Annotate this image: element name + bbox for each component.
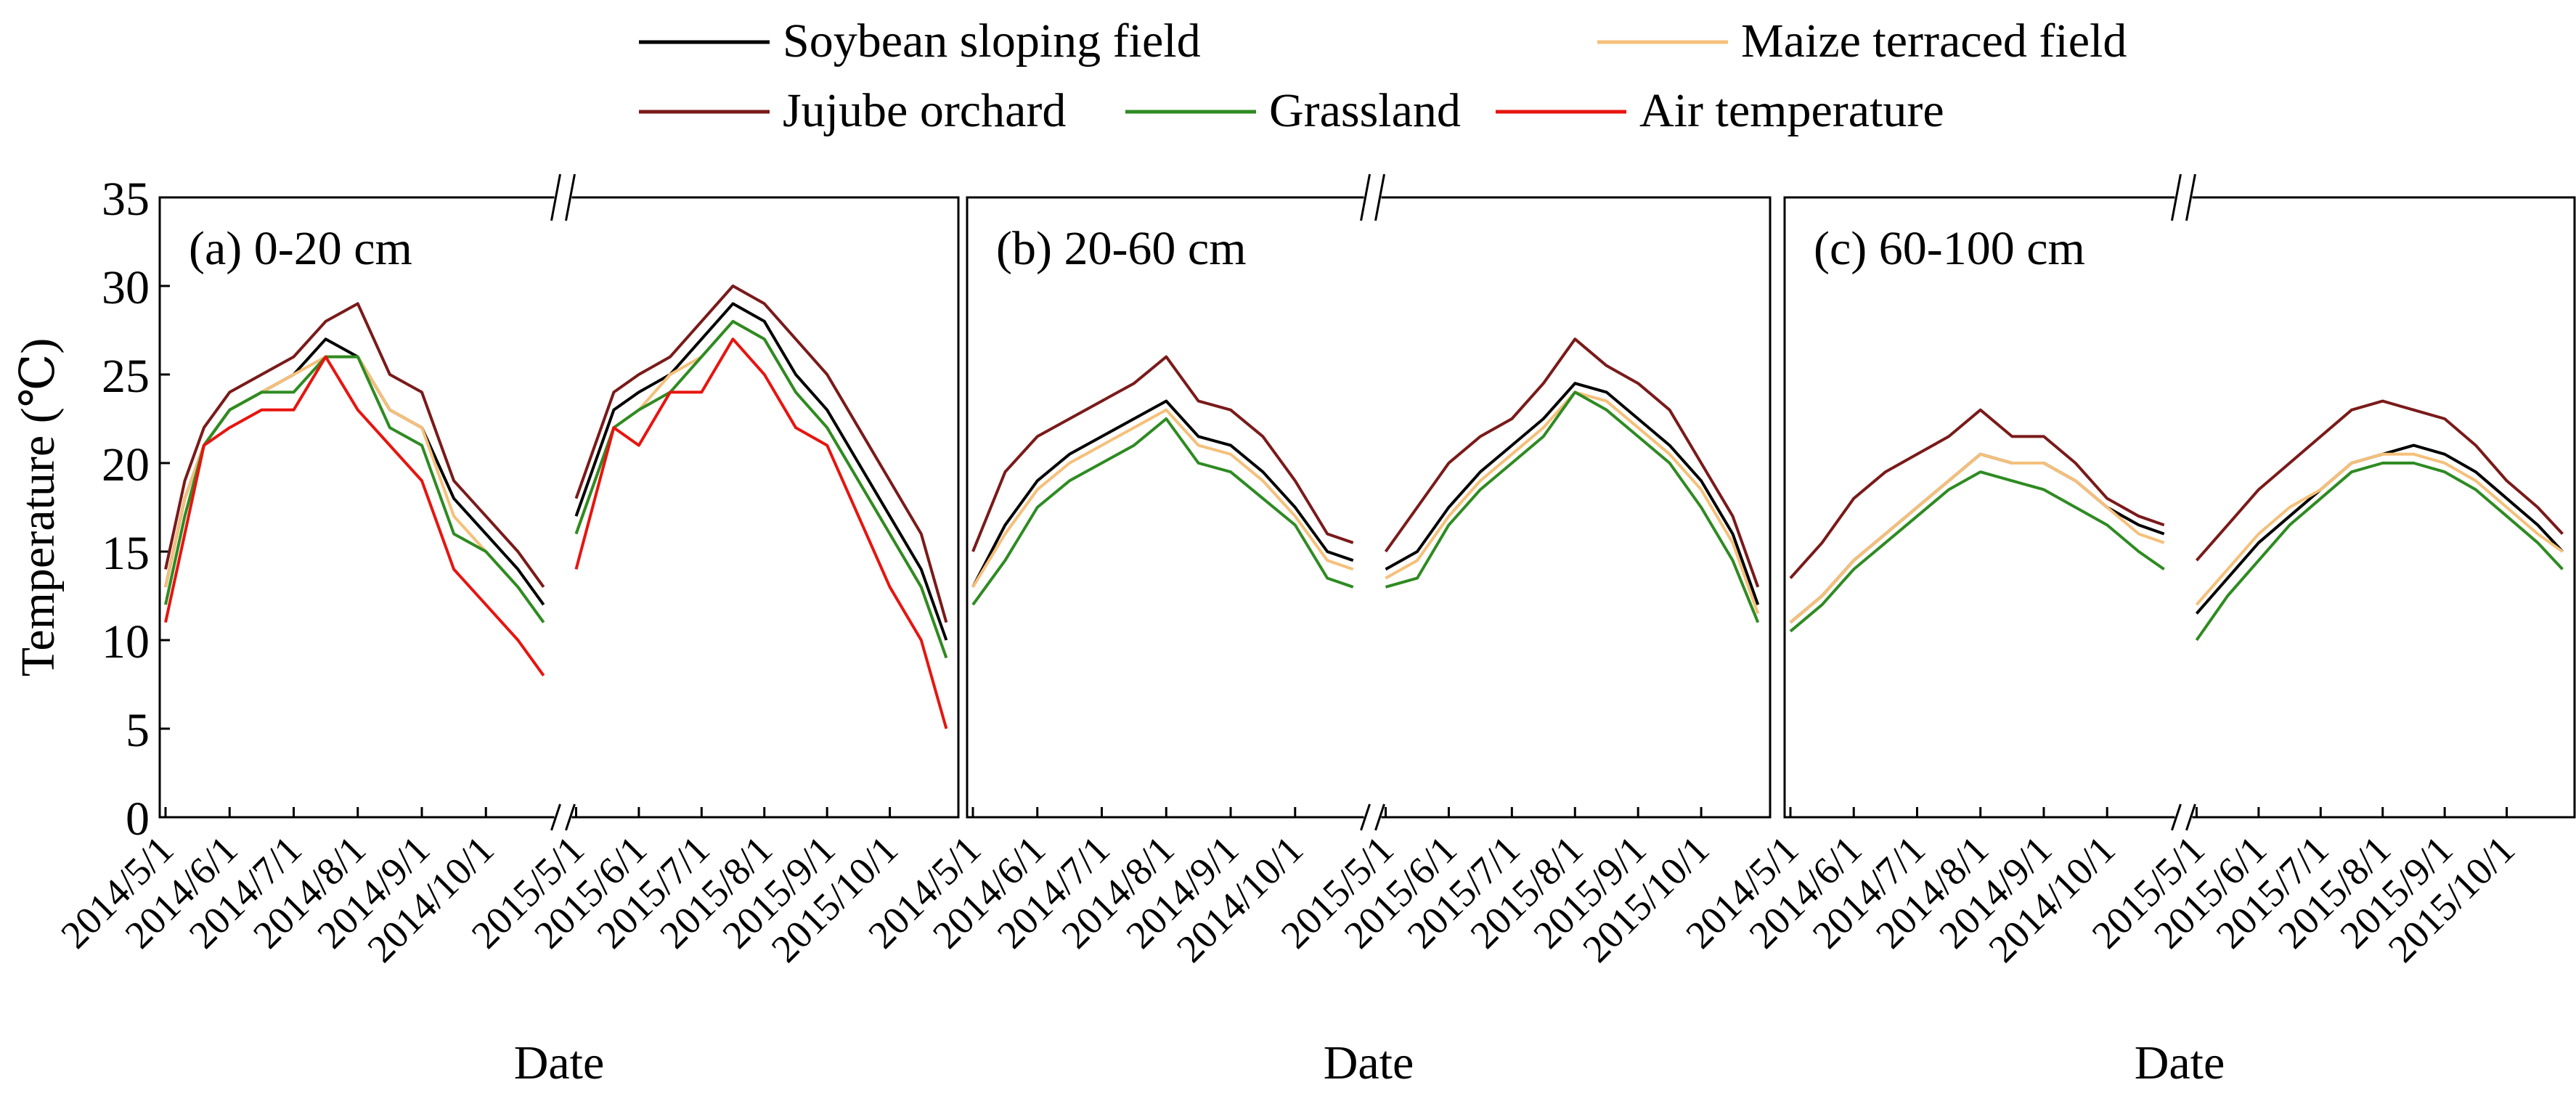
axis-frame [966, 196, 1772, 819]
legend-item-maize-terraced-field: Maize terraced field [1597, 15, 2127, 67]
axis-break-slash [2170, 173, 2182, 221]
legend-label: Air temperature [1639, 84, 1944, 137]
axis-break-bottom [2171, 803, 2196, 831]
series-soybean-sloping-field [164, 302, 948, 641]
axis-break-gap [1364, 813, 1382, 822]
y-tick-label: 20 [102, 438, 150, 491]
x-axis-label: Date [514, 1036, 605, 1089]
axis-break-top [2170, 173, 2196, 221]
axis-break-gap [2174, 193, 2193, 202]
legend-item-soybean-sloping-field: Soybean sloping field [639, 15, 1201, 67]
axis-break-gap [554, 193, 572, 202]
x-axis-label: Date [2135, 1036, 2225, 1089]
axis-frame [158, 196, 960, 819]
series-line-2014 [971, 399, 1354, 588]
axis-break-slash [2185, 803, 2196, 831]
y-axis-label: Temperature (℃) [12, 338, 65, 677]
series-line-2015 [574, 319, 948, 659]
series-line-2014 [971, 417, 1354, 606]
axis-break-slash [2185, 173, 2196, 221]
series-line-2015 [574, 302, 948, 641]
series-line-2015 [2195, 462, 2564, 642]
y-tick-label: 30 [102, 261, 150, 314]
series-line-2015 [2195, 452, 2564, 606]
series-line-2014 [1789, 452, 2165, 624]
x-axis-label: Date [1324, 1036, 1414, 1089]
y-tick-label: 25 [102, 350, 150, 403]
series-line-2014 [164, 337, 545, 606]
panel-title: (c) 60-100 cm [1814, 222, 2085, 275]
axis-break-top [1360, 173, 1386, 221]
series-line-2015 [1384, 337, 1760, 588]
axis-break-slash [1374, 803, 1385, 831]
series-maize-terraced-field [971, 390, 1760, 615]
series-line-2014 [164, 355, 545, 623]
panel-b-20-60-cm: 2014/5/12014/6/12014/7/12014/8/12014/9/1… [860, 173, 1772, 1089]
panel-title: (a) 0-20 cm [189, 222, 412, 275]
series-grassland [1789, 462, 2564, 642]
series-grassland [971, 390, 1760, 623]
series-line-2014 [971, 355, 1354, 552]
axis-break-slash [1374, 173, 1386, 221]
y-tick-label: 0 [126, 793, 150, 846]
series-line-2014 [164, 355, 545, 676]
axis-break-slash [1360, 803, 1371, 831]
legend-label: Soybean sloping field [783, 15, 1201, 67]
y-tick-label: 35 [102, 173, 150, 226]
axis-break-slash [565, 803, 576, 831]
series-line-2014 [971, 408, 1354, 588]
legend-label: Jujube orchard [783, 84, 1066, 137]
series-soybean-sloping-field [971, 382, 1760, 605]
axis-break-slash [1360, 173, 1371, 221]
legend-item-air-temperature: Air temperature [1496, 84, 1944, 137]
series-line-2015 [1385, 382, 1760, 605]
axis-break-slash [550, 803, 561, 831]
series-jujube-orchard [1789, 399, 2564, 579]
axis-frame [1783, 196, 2576, 819]
series-maize-terraced-field [1789, 452, 2564, 624]
series-line-2015 [2195, 443, 2564, 615]
axis-break-slash [565, 173, 576, 221]
axis-break-gap [554, 813, 572, 822]
series-grassland [164, 319, 948, 659]
axis-break-gap [1364, 193, 1382, 202]
y-tick-label: 15 [102, 527, 150, 580]
legend-label: Maize terraced field [1741, 15, 2127, 67]
axis-break-bottom [1360, 803, 1385, 831]
axis-break-gap [2174, 813, 2193, 822]
series-line-2015 [1385, 390, 1760, 623]
y-tick-label: 5 [126, 704, 150, 757]
series-line-2015 [1385, 390, 1760, 615]
axis-break-slash [2171, 803, 2182, 831]
series-jujube-orchard [164, 285, 948, 623]
y-tick-label: 10 [102, 615, 150, 668]
series-jujube-orchard [971, 337, 1760, 588]
legend-label: Grassland [1269, 84, 1461, 137]
legend-item-grassland: Grassland [1125, 84, 1461, 137]
axis-break-slash [550, 173, 561, 221]
legend: Soybean sloping field Maize terraced fiel… [639, 15, 2127, 137]
series-air-temperature [164, 337, 948, 729]
axis-break-bottom [550, 803, 576, 831]
legend-item-jujube-orchard: Jujube orchard [639, 84, 1066, 137]
series-line-2014 [1789, 408, 2165, 579]
chart-panels: 0 5 10 15 20 25 30 35 Temperature (℃) 2014/5/1201… [12, 173, 2576, 1089]
panel-c-60-100-cm: 2014/5/12014/6/12014/7/12014/8/12014/9/1… [1677, 173, 2576, 1089]
series-line-2015 [574, 337, 948, 729]
series-maize-terraced-field [164, 319, 948, 659]
series-line-2014 [1789, 470, 2165, 633]
series-line-2014 [164, 302, 545, 588]
series-line-2015 [574, 285, 948, 623]
series-line-2014 [1789, 452, 2165, 624]
panel-title: (b) 20-60 cm [996, 222, 1247, 275]
series-line-2015 [2195, 399, 2564, 562]
axis-break-top [550, 173, 576, 221]
series-line-2014 [164, 355, 545, 623]
